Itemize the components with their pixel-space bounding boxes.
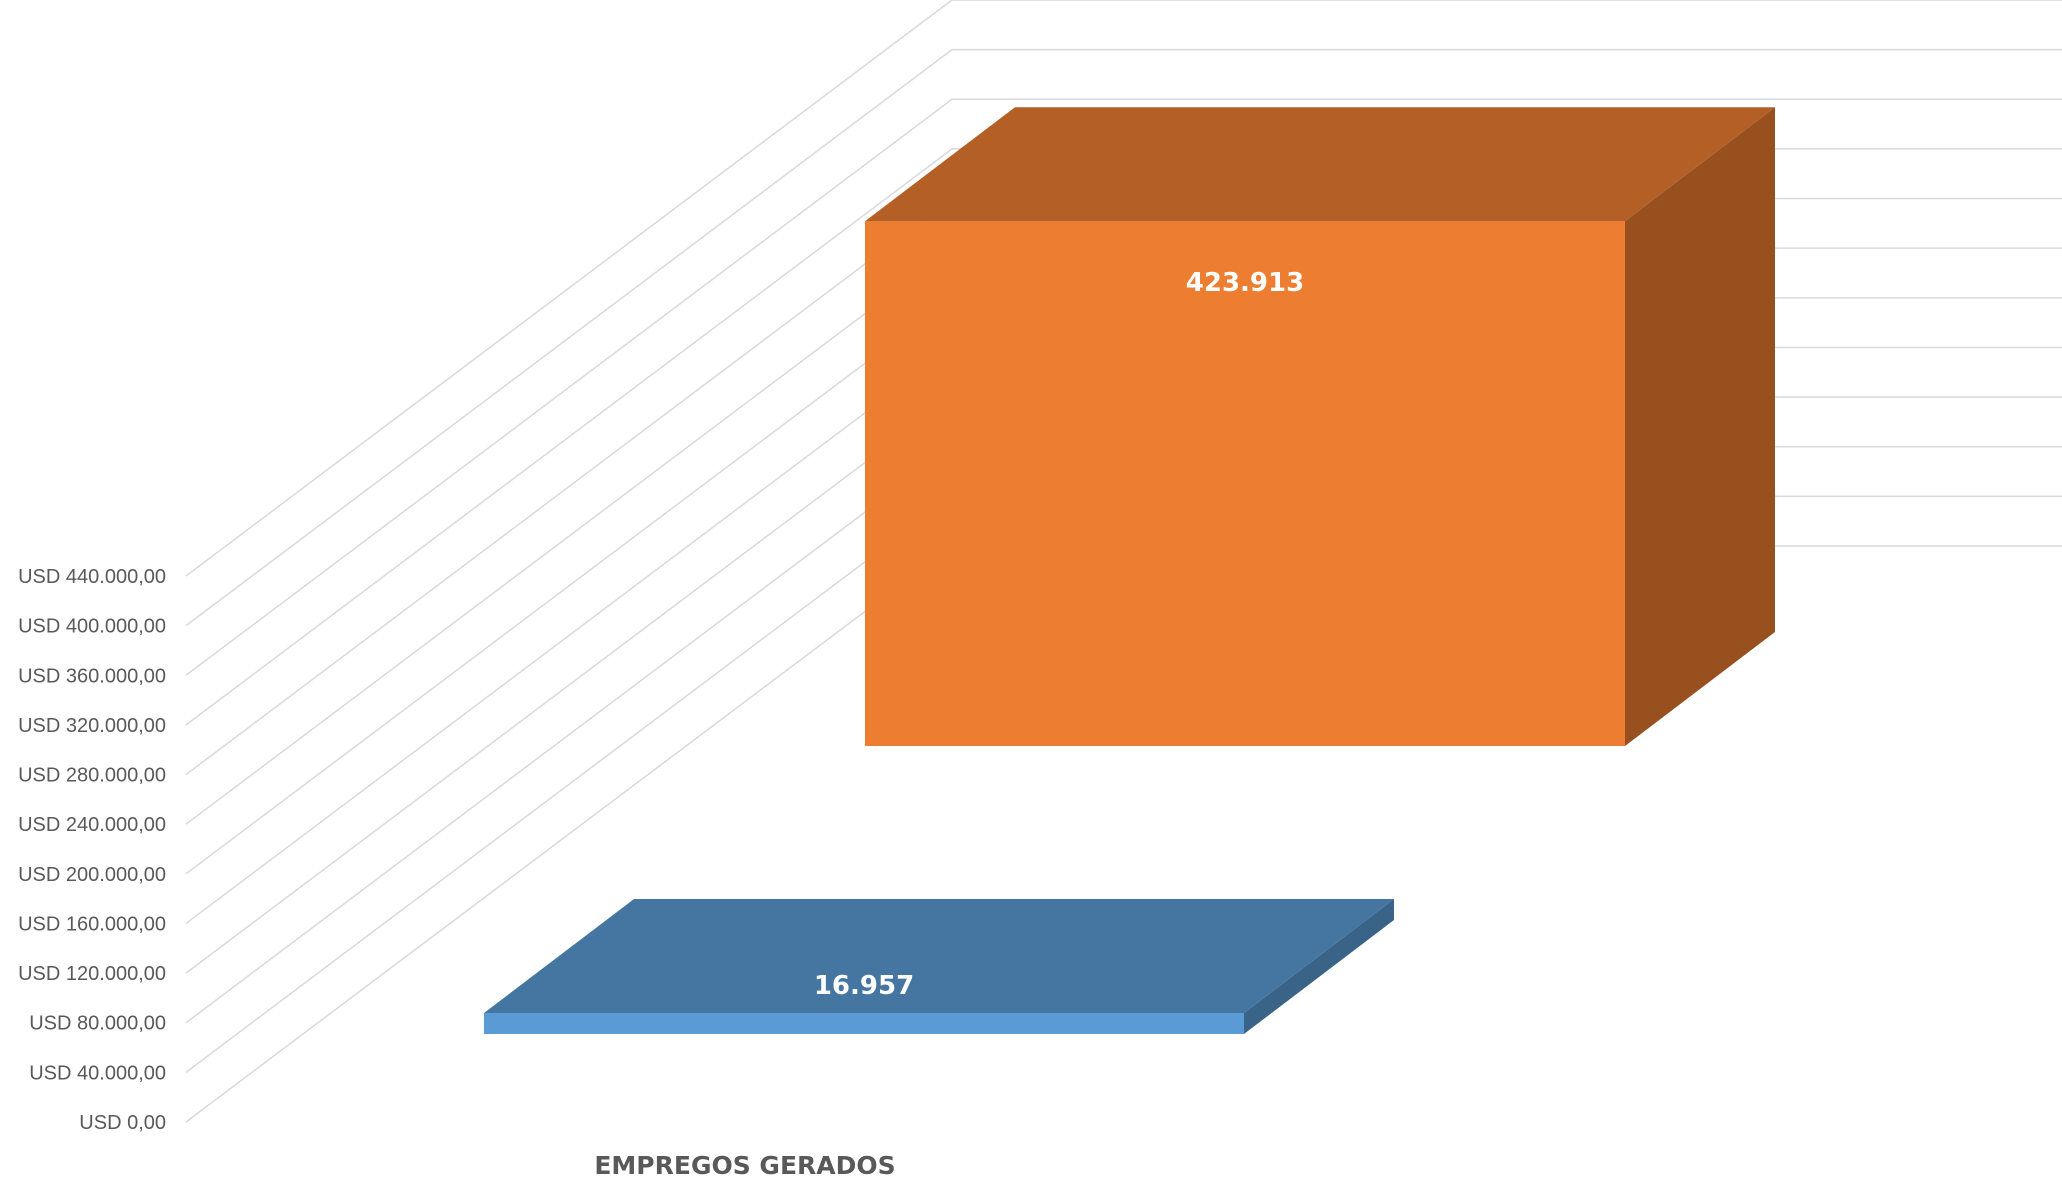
- y-tick-label: USD 280.000,00: [18, 765, 166, 787]
- data-label: 423.913: [1186, 268, 1304, 298]
- data-label: 16.957: [814, 971, 914, 1001]
- bar-2: [865, 107, 1775, 747]
- y-tick-label: USD 200.000,00: [18, 864, 166, 886]
- gridline: [185, 48, 2062, 627]
- y-tick-label: USD 240.000,00: [18, 814, 166, 836]
- y-tick-label: USD 0,00: [79, 1112, 166, 1134]
- chart-bars: [484, 107, 1775, 1034]
- bar-side-face: [1244, 898, 1394, 1034]
- bar-top-face: [865, 107, 1775, 222]
- y-tick-label: USD 360.000,00: [18, 665, 166, 687]
- bar-front-face: [484, 1012, 1244, 1034]
- y-tick-label: USD 400.000,00: [18, 616, 166, 638]
- category-label: EMPREGOS GERADOS: [594, 1151, 895, 1179]
- y-tick-label: USD 320.000,00: [18, 715, 166, 737]
- bar-top-face: [484, 898, 1394, 1013]
- y-tick-label: USD 120.000,00: [18, 963, 166, 985]
- y-tick-label: USD 440.000,00: [18, 566, 166, 588]
- y-tick-label: USD 40.000,00: [29, 1062, 166, 1084]
- y-tick-label: USD 160.000,00: [18, 913, 166, 935]
- y-tick-label: USD 80.000,00: [29, 1013, 166, 1035]
- bar-side-face: [1625, 107, 1775, 747]
- gridline: [185, 0, 2062, 577]
- y-axis-tick-labels: USD 0,00 USD 40.000,00 USD 80.000,00 USD 12…: [18, 566, 166, 1134]
- bar-front-face: [865, 221, 1625, 747]
- gridline: [185, 98, 2062, 676]
- bar-1: [484, 898, 1394, 1034]
- chart-data-labels: 16.957 423.913: [814, 268, 1304, 1001]
